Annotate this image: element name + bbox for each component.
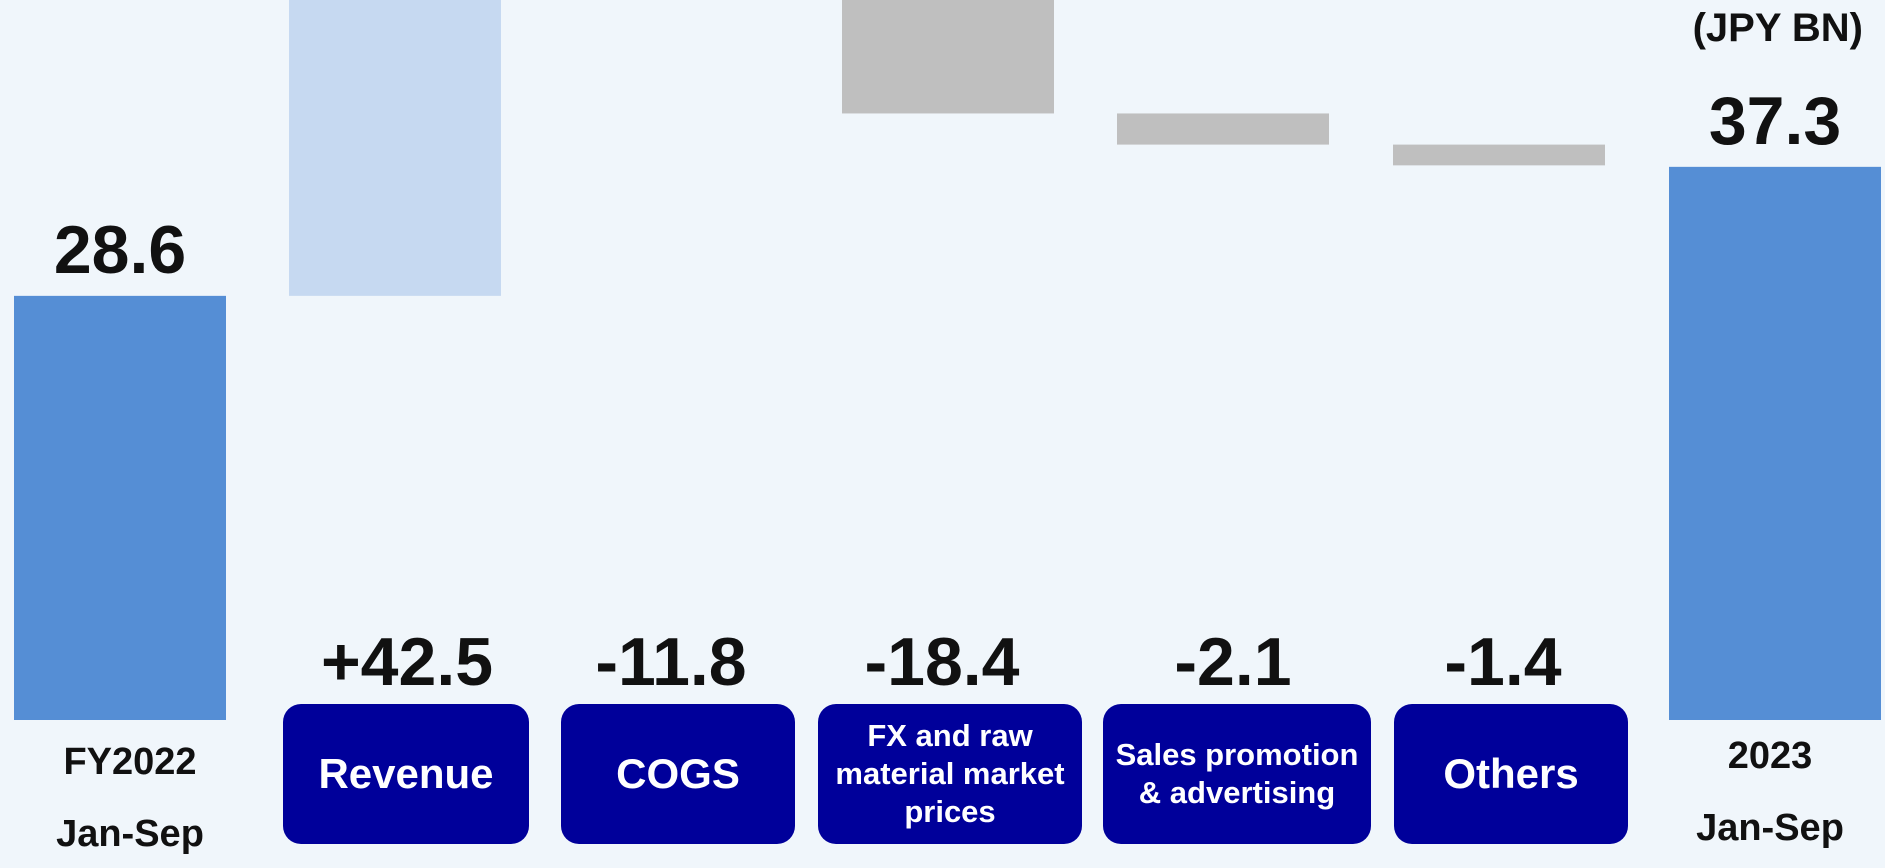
category-revenue: Revenue [283,704,529,844]
start-value-label: 28.6 [53,211,187,288]
sales-promotion-bar [1117,113,1329,145]
category-others: Others [1394,704,1628,844]
end-total-bar [1669,166,1881,720]
revenue-value-label: +42.5 [320,624,494,700]
revenue-bar [289,0,501,296]
end-caption-months: Jan-Sep [1696,807,1844,849]
start-caption-period: FY2022 [63,741,197,783]
others-value-label: -1.4 [1444,624,1562,700]
start-caption-months: Jan-Sep [56,813,204,855]
start-total-bar [14,295,226,720]
cogs-value-label: -11.8 [595,624,747,700]
category-cogs: COGS [561,704,795,844]
unit-label: (JPY BN) [1692,6,1863,50]
end-value-label: 37.3 [1708,82,1842,159]
fx-value-label: -18.4 [864,624,1020,700]
category-sales-promotion: Sales promotion & advertising [1103,704,1371,844]
category-fx-raw-material: FX and raw material market prices [818,704,1082,844]
others-bar [1393,144,1605,166]
fx-bar [842,0,1054,114]
end-caption-period: 2023 [1727,735,1813,777]
sales-promotion-value-label: -2.1 [1174,624,1292,700]
